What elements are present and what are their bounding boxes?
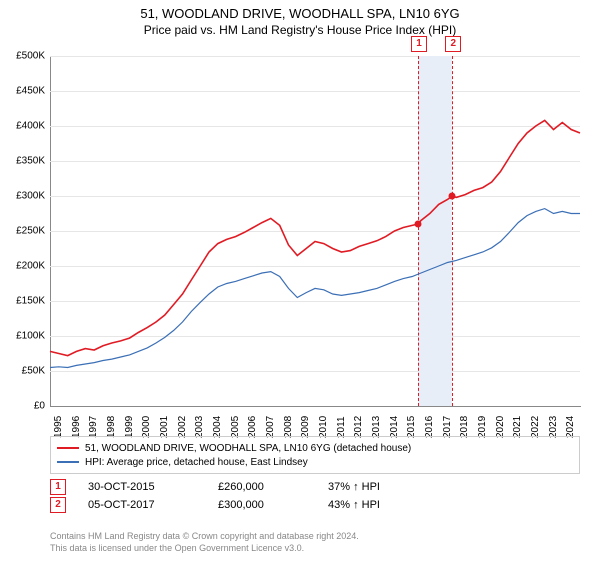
x-tick-label: 2006	[247, 416, 258, 438]
chart-area: 12 £0£50K£100K£150K£200K£250K£300K£350K£…	[50, 56, 580, 406]
y-tick-label: £100K	[16, 331, 45, 342]
transaction-date: 30-OCT-2015	[88, 481, 218, 493]
transaction-row-marker: 1	[50, 479, 66, 495]
legend-swatch	[57, 461, 79, 463]
x-tick-label: 2020	[495, 416, 506, 438]
transaction-row: 1 30-OCT-2015£260,00037% ↑ HPI	[50, 478, 580, 496]
x-tick-label: 2022	[530, 416, 541, 438]
legend-label: 51, WOODLAND DRIVE, WOODHALL SPA, LN10 6…	[85, 443, 411, 454]
legend-swatch	[57, 447, 79, 449]
y-tick-label: £500K	[16, 51, 45, 62]
y-tick-label: £400K	[16, 121, 45, 132]
x-tick-label: 2014	[389, 416, 400, 438]
x-tick-label: 1995	[53, 416, 64, 438]
transaction-marker: 1	[411, 36, 427, 52]
transaction-point	[449, 193, 456, 200]
x-tick-label: 1999	[124, 416, 135, 438]
y-tick-label: £300K	[16, 191, 45, 202]
transaction-marker: 2	[445, 36, 461, 52]
x-tick-label: 2011	[336, 416, 347, 438]
x-tick-label: 2012	[353, 416, 364, 438]
x-tick-label: 2021	[512, 416, 523, 438]
legend-item: 51, WOODLAND DRIVE, WOODHALL SPA, LN10 6…	[57, 441, 573, 455]
x-tick-label: 2010	[318, 416, 329, 438]
x-tick-label: 2009	[300, 416, 311, 438]
chart-subtitle: Price paid vs. HM Land Registry's House …	[0, 23, 600, 37]
legend: 51, WOODLAND DRIVE, WOODHALL SPA, LN10 6…	[50, 436, 580, 474]
license-text: Contains HM Land Registry data © Crown c…	[50, 531, 580, 554]
y-tick-label: £50K	[22, 366, 45, 377]
transaction-row-marker: 2	[50, 497, 66, 513]
x-tick-label: 2002	[177, 416, 188, 438]
transaction-row: 2 05-OCT-2017£300,00043% ↑ HPI	[50, 496, 580, 514]
x-tick-label: 2023	[548, 416, 559, 438]
x-tick-label: 2003	[194, 416, 205, 438]
series-line	[50, 120, 580, 355]
y-tick-label: £450K	[16, 86, 45, 97]
x-tick-label: 2008	[283, 416, 294, 438]
chart-lines	[50, 56, 580, 406]
y-tick-label: £150K	[16, 296, 45, 307]
x-tick-label: 2001	[159, 416, 170, 438]
transaction-table: 1 30-OCT-2015£260,00037% ↑ HPI 2 05-OCT-201…	[50, 478, 580, 514]
legend-item: HPI: Average price, detached house, East…	[57, 455, 573, 469]
y-tick-label: £200K	[16, 261, 45, 272]
x-tick-label: 2007	[265, 416, 276, 438]
x-tick-label: 2013	[371, 416, 382, 438]
x-tick-label: 1996	[71, 416, 82, 438]
x-tick-label: 2016	[424, 416, 435, 438]
transaction-price: £260,000	[218, 481, 328, 493]
x-tick-label: 2019	[477, 416, 488, 438]
transaction-pct: 37% ↑ HPI	[328, 481, 448, 493]
x-tick-label: 2024	[565, 416, 576, 438]
license-line-2: This data is licensed under the Open Gov…	[50, 543, 580, 555]
x-tick-label: 2017	[442, 416, 453, 438]
x-tick-label: 2015	[406, 416, 417, 438]
x-tick-label: 1998	[106, 416, 117, 438]
chart-title: 51, WOODLAND DRIVE, WOODHALL SPA, LN10 6…	[0, 6, 600, 21]
x-tick-label: 2000	[141, 416, 152, 438]
series-line	[50, 209, 580, 368]
y-tick-label: £0	[34, 401, 45, 412]
y-tick-label: £250K	[16, 226, 45, 237]
x-tick-label: 1997	[88, 416, 99, 438]
legend-label: HPI: Average price, detached house, East…	[85, 457, 308, 468]
chart-container: 51, WOODLAND DRIVE, WOODHALL SPA, LN10 6…	[0, 6, 600, 566]
x-tick-label: 2018	[459, 416, 470, 438]
transaction-date: 05-OCT-2017	[88, 499, 218, 511]
license-line-1: Contains HM Land Registry data © Crown c…	[50, 531, 580, 543]
transaction-point	[414, 221, 421, 228]
transaction-pct: 43% ↑ HPI	[328, 499, 448, 511]
transaction-price: £300,000	[218, 499, 328, 511]
x-tick-label: 2005	[230, 416, 241, 438]
y-tick-label: £350K	[16, 156, 45, 167]
x-tick-label: 2004	[212, 416, 223, 438]
